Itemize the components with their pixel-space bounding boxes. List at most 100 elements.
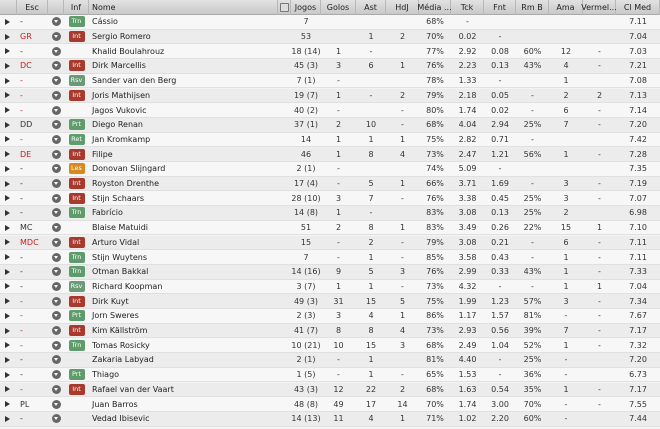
column-header[interactable]: Inf — [64, 0, 89, 15]
expand-arrow[interactable] — [5, 254, 10, 261]
options-button[interactable] — [51, 355, 61, 365]
player-row[interactable]: DD Prt Diego Renan 37 (1) 2 10 - 68% 4.04 2.94 25%… — [0, 117, 660, 133]
options-button[interactable] — [51, 414, 61, 424]
player-row[interactable]: DC Int Dirk Marcellis 45 (3) 3 6 1 76% 2.23 0.13 4… — [0, 59, 660, 74]
player-row[interactable]: - Trn Stijn Wuytens 7 - 1 - 85% 3.58 0.43 - 1 - 7.11 — [0, 250, 660, 265]
expand-arrow[interactable] — [5, 151, 10, 158]
options-button[interactable] — [51, 399, 61, 409]
player-name[interactable]: Jan Kromkamp — [92, 134, 151, 144]
expand-arrow[interactable] — [5, 180, 10, 187]
options-button[interactable] — [51, 370, 61, 380]
player-name[interactable]: Filipe — [92, 149, 113, 159]
options-button[interactable] — [51, 252, 61, 262]
player-row[interactable]: - Int Rafael van der Vaart 43 (3) 12 22 2 68% 1.… — [0, 382, 660, 398]
player-row[interactable]: - Prt Thiago 1 (5) - 1 - 65% 1.53 - 36% - 6.73 — [0, 367, 660, 383]
expand-arrow[interactable] — [5, 356, 10, 363]
player-row[interactable]: - Trn Fabrício 14 (8) 1 - 83% 3.08 0.13 25% 2 6.98 — [0, 206, 660, 221]
options-button[interactable] — [51, 90, 61, 100]
player-name[interactable]: Sergio Romero — [92, 32, 151, 42]
expand-arrow[interactable] — [5, 33, 10, 40]
player-row[interactable]: GR Int Sergio Romero 53 1 2 70% 0.02 - 7.04 — [0, 29, 660, 45]
options-button[interactable] — [51, 76, 61, 86]
options-button[interactable] — [51, 237, 61, 247]
player-row[interactable]: MC Blaise Matuidi 51 2 8 1 83% 3.49 0.26 22% 15 1 7.… — [0, 220, 660, 236]
column-header[interactable]: Cl Med — [616, 0, 660, 15]
player-row[interactable]: - Les Donovan Slijngard 2 (1) - 74% 5.09 - 7.35 — [0, 162, 660, 177]
column-header[interactable]: Vermel... — [581, 0, 617, 15]
column-header[interactable]: Tck — [451, 0, 484, 15]
player-name[interactable]: Juan Barros — [92, 399, 138, 409]
player-row[interactable]: - Int Royston Drenthe 17 (4) - 5 1 66% 3.71 1.69 -… — [0, 176, 660, 192]
player-name[interactable]: Vedad Ibisevic — [92, 414, 150, 424]
options-button[interactable] — [51, 281, 61, 291]
player-row[interactable]: - Trn Cássio 7 68% - 7.11 — [0, 15, 660, 30]
options-button[interactable] — [51, 193, 61, 203]
column-header[interactable]: Fnt — [484, 0, 516, 15]
player-name[interactable]: Khalid Boulahrouz — [92, 46, 165, 56]
player-name[interactable]: Stijn Wuytens — [92, 252, 147, 262]
player-row[interactable]: - Int Dirk Kuyt 49 (3) 31 15 5 75% 1.99 1.23 57% 3 -… — [0, 294, 660, 309]
options-button[interactable] — [51, 223, 61, 233]
options-button[interactable] — [51, 17, 61, 27]
player-name[interactable]: Tomas Rosicky — [92, 340, 150, 350]
column-header[interactable]: Jogos — [291, 0, 321, 15]
player-name[interactable]: Kim Källström — [92, 326, 148, 336]
expand-arrow[interactable] — [5, 239, 10, 246]
options-button[interactable] — [51, 340, 61, 350]
player-row[interactable]: - Ret Jan Kromkamp 14 1 1 1 75% 2.82 0.71 - 7.42 — [0, 132, 660, 148]
player-name[interactable]: Fabrício — [92, 208, 123, 218]
options-button[interactable] — [51, 46, 61, 56]
player-row[interactable]: - Prt Jorn Sweres 2 (3) 3 4 1 86% 1.17 1.57 81% - - 7… — [0, 309, 660, 324]
player-name[interactable]: Stijn Schaars — [92, 193, 145, 203]
options-button[interactable] — [51, 105, 61, 115]
expand-arrow[interactable] — [5, 401, 10, 408]
expand-arrow[interactable] — [5, 312, 10, 319]
player-name[interactable]: Rafael van der Vaart — [92, 384, 174, 394]
player-row[interactable]: DE Int Filipe 46 1 8 4 73% 2.47 1.21 56% 1 - 7.28 — [0, 147, 660, 162]
player-row[interactable]: PL Juan Barros 48 (8) 49 17 14 70% 1.74 3.00 70% -… — [0, 397, 660, 412]
expand-arrow[interactable] — [5, 268, 10, 275]
player-name[interactable]: Jagos Vukovic — [92, 105, 147, 115]
player-name[interactable]: Donovan Slijngard — [92, 164, 166, 174]
column-header[interactable]: Média ... — [417, 0, 452, 15]
player-name[interactable]: Blaise Matuidi — [92, 223, 149, 233]
player-row[interactable]: - Int Stijn Schaars 28 (10) 3 7 - 76% 3.38 0.45 25… — [0, 191, 660, 207]
column-header[interactable]: Rm B — [516, 0, 549, 15]
options-button[interactable] — [51, 311, 61, 321]
expand-arrow[interactable] — [5, 165, 10, 172]
player-row[interactable]: - Jagos Vukovic 40 (2) - - 80% 1.74 0.02 - 6 - 7.14 — [0, 103, 660, 118]
player-row[interactable]: - Khalid Boulahrouz 18 (14) 1 - 77% 2.92 0.08 60… — [0, 44, 660, 60]
player-row[interactable]: - Rsv Richard Koopman 3 (7) 1 1 - 73% 4.32 - - 1 1 7.… — [0, 279, 660, 295]
options-button[interactable] — [51, 296, 61, 306]
sort-icon[interactable] — [279, 3, 289, 12]
player-row[interactable]: - Int Joris Mathijsen 19 (7) 1 - 2 79% 2.18 0.05 -… — [0, 88, 660, 104]
player-name[interactable]: Dirk Marcellis — [92, 61, 146, 71]
expand-arrow[interactable] — [5, 136, 10, 143]
player-name[interactable]: Richard Koopman — [92, 281, 163, 291]
expand-arrow[interactable] — [5, 298, 10, 305]
options-button[interactable] — [51, 61, 61, 71]
expand-arrow[interactable] — [5, 283, 10, 290]
column-header[interactable]: HdJ — [386, 0, 419, 15]
player-row[interactable]: - Trn Otman Bakkal 14 (16) 9 5 3 76% 2.99 0.33 43%… — [0, 264, 660, 280]
player-name[interactable]: Royston Drenthe — [92, 179, 160, 189]
expand-arrow[interactable] — [5, 121, 10, 128]
player-name[interactable]: Otman Bakkal — [92, 267, 149, 277]
player-name[interactable]: Cássio — [92, 17, 118, 27]
player-row[interactable]: - Zakaria Labyad 2 (1) - 1 81% 4.40 - 25% - 7.20 — [0, 353, 660, 368]
options-button[interactable] — [51, 120, 61, 130]
column-header[interactable]: Nome — [89, 0, 278, 15]
expand-arrow[interactable] — [5, 77, 10, 84]
player-name[interactable]: Diego Renan — [92, 120, 143, 130]
column-header[interactable]: Ama — [549, 0, 583, 15]
options-button[interactable] — [51, 149, 61, 159]
options-button[interactable] — [51, 164, 61, 174]
expand-arrow[interactable] — [5, 18, 10, 25]
player-row[interactable]: - Vedad Ibisevic 14 (13) 11 4 1 71% 1.02 2.20 60%… — [0, 411, 660, 427]
column-header[interactable]: Golos — [321, 0, 356, 15]
player-name[interactable]: Joris Mathijsen — [92, 90, 151, 100]
column-header[interactable]: Esc — [17, 0, 48, 15]
expand-arrow[interactable] — [5, 107, 10, 114]
expand-arrow[interactable] — [5, 195, 10, 202]
expand-arrow[interactable] — [5, 386, 10, 393]
